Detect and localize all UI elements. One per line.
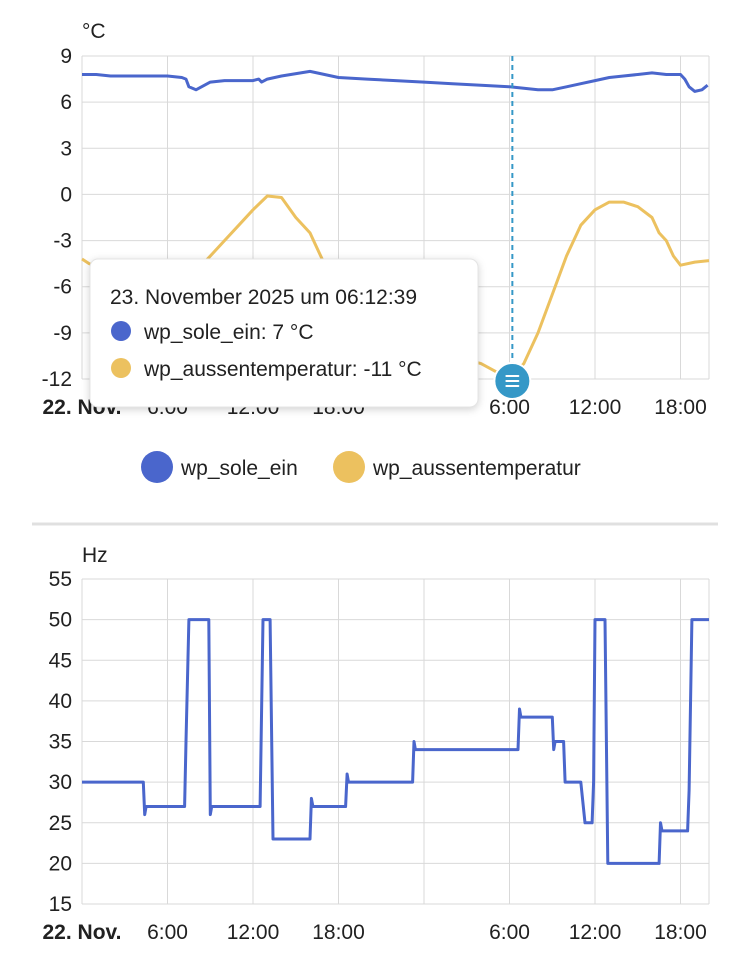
temperature-x-tick-label: 12:00 [569, 396, 622, 419]
frequency-chart-series [82, 618, 709, 865]
legend-item-aussen[interactable]: wp_aussentemperatur [333, 451, 581, 483]
frequency-x-tick-label: 22. Nov. [43, 921, 122, 944]
frequency-x-tick-label: 12:00 [227, 921, 280, 944]
temperature-y-tick-label: 9 [60, 45, 72, 68]
temperature-chart-y-unit: °C [82, 20, 106, 43]
legend-item-sole[interactable]: wp_sole_ein [141, 451, 298, 483]
temperature-y-tick-label: 3 [60, 137, 72, 160]
chart-tooltip: 23. November 2025 um 06:12:39 wp_sole_ei… [89, 258, 479, 408]
frequency-y-tick-label: 20 [49, 852, 72, 875]
chart-legend: wp_sole_ein wp_aussentemperatur [141, 451, 581, 483]
frequency-chart-x-ticks: 22. Nov. 6:00 12:00 18:00 6:00 12:00 18:00 [43, 921, 707, 944]
equals-icon [505, 375, 520, 387]
frequency-y-tick-label: 15 [49, 893, 72, 916]
frequency-x-tick-label: 18:00 [312, 921, 365, 944]
tooltip-series-dot-aussen [111, 358, 131, 378]
frequency-y-tick-label: 25 [49, 812, 72, 835]
temperature-chart-y-ticks: 9 6 3 0 -3 -6 -9 -12 [42, 45, 72, 391]
tooltip-title: 23. November 2025 um 06:12:39 [110, 286, 417, 309]
temperature-x-tick-label: 18:00 [654, 396, 707, 419]
frequency-chart-grid [81, 578, 710, 905]
legend-label-sole[interactable]: wp_sole_ein [180, 457, 298, 480]
frequency-chart-y-unit: Hz [82, 544, 108, 567]
tooltip-row-aussen: wp_aussentemperatur: -11 °C [143, 358, 422, 381]
temperature-y-tick-label: -3 [53, 230, 72, 253]
tooltip-row-sole: wp_sole_ein: 7 °C [143, 321, 314, 344]
frequency-y-tick-label: 30 [49, 771, 72, 794]
legend-label-aussen[interactable]: wp_aussentemperatur [372, 457, 581, 480]
temperature-series-line-0 [82, 69, 709, 93]
legend-dot-aussen[interactable] [333, 451, 365, 483]
frequency-y-tick-label: 35 [49, 731, 72, 754]
temperature-y-tick-label: 6 [60, 91, 72, 114]
temperature-x-tick-label: 6:00 [489, 396, 530, 419]
frequency-x-tick-label: 6:00 [489, 921, 530, 944]
frequency-x-tick-label: 12:00 [569, 921, 622, 944]
temperature-y-tick-label: -9 [53, 322, 72, 345]
temperature-y-tick-label: -12 [42, 368, 72, 391]
frequency-x-tick-label: 18:00 [654, 921, 707, 944]
frequency-series-line-0 [82, 618, 709, 865]
frequency-chart: 55 50 45 40 35 30 25 20 15 Hz 22. Nov. 6:00 12:00 1… [43, 544, 710, 944]
frequency-y-tick-label: 40 [49, 690, 72, 713]
tooltip-series-dot-sole [111, 321, 131, 341]
frequency-x-tick-label: 6:00 [147, 921, 188, 944]
frequency-y-tick-label: 55 [49, 568, 72, 591]
cursor-marker[interactable] [493, 362, 532, 400]
tooltip-box [89, 258, 479, 408]
temperature-y-tick-label: -6 [53, 276, 72, 299]
temperature-y-tick-label: 0 [60, 183, 72, 206]
legend-dot-sole[interactable] [141, 451, 173, 483]
frequency-y-tick-label: 45 [49, 649, 72, 672]
frequency-y-tick-label: 50 [49, 609, 72, 632]
frequency-chart-y-ticks: 55 50 45 40 35 30 25 20 15 [49, 568, 72, 916]
